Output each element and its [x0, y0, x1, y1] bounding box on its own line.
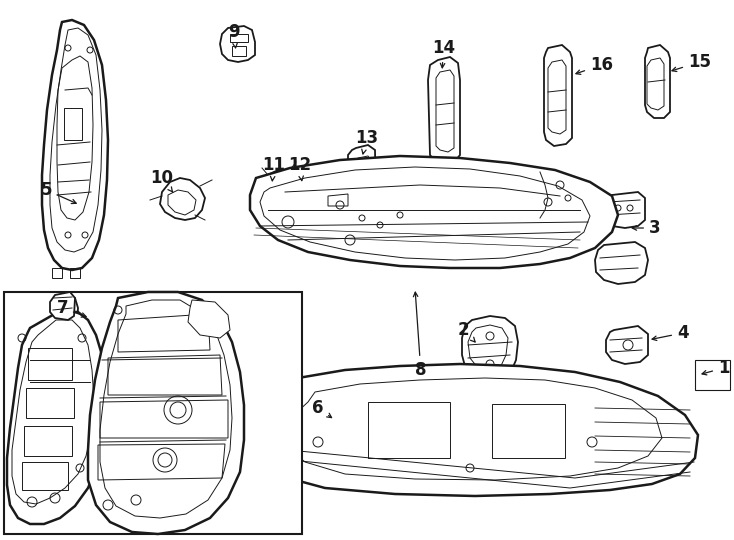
- Polygon shape: [606, 326, 648, 364]
- Text: 15: 15: [672, 53, 711, 71]
- Polygon shape: [250, 156, 618, 268]
- Polygon shape: [160, 178, 205, 220]
- Text: 1: 1: [702, 359, 730, 377]
- Polygon shape: [188, 300, 230, 338]
- Polygon shape: [42, 20, 108, 270]
- Text: 12: 12: [288, 156, 311, 181]
- Text: 8: 8: [413, 292, 426, 379]
- Polygon shape: [56, 296, 78, 328]
- Text: 4: 4: [652, 324, 688, 342]
- Text: 3: 3: [632, 219, 661, 237]
- Text: 11: 11: [262, 156, 285, 181]
- Polygon shape: [296, 170, 330, 202]
- Polygon shape: [220, 26, 255, 62]
- Polygon shape: [595, 242, 648, 284]
- Text: 9: 9: [228, 23, 239, 48]
- Text: 6: 6: [312, 399, 332, 417]
- Text: 10: 10: [150, 169, 173, 192]
- Polygon shape: [645, 45, 670, 118]
- Text: 5: 5: [40, 181, 76, 204]
- Polygon shape: [7, 312, 106, 524]
- Text: 14: 14: [432, 39, 455, 68]
- Polygon shape: [262, 170, 295, 200]
- Text: 2: 2: [458, 321, 475, 342]
- Polygon shape: [50, 292, 75, 320]
- Polygon shape: [348, 145, 376, 210]
- Text: 7: 7: [57, 299, 86, 317]
- Polygon shape: [695, 360, 730, 390]
- Text: 16: 16: [576, 56, 613, 75]
- Polygon shape: [544, 45, 572, 146]
- Polygon shape: [88, 292, 244, 534]
- Polygon shape: [604, 192, 645, 228]
- Text: 13: 13: [355, 129, 378, 154]
- Polygon shape: [268, 364, 698, 496]
- Polygon shape: [4, 292, 302, 534]
- Polygon shape: [462, 316, 518, 384]
- Polygon shape: [428, 57, 460, 164]
